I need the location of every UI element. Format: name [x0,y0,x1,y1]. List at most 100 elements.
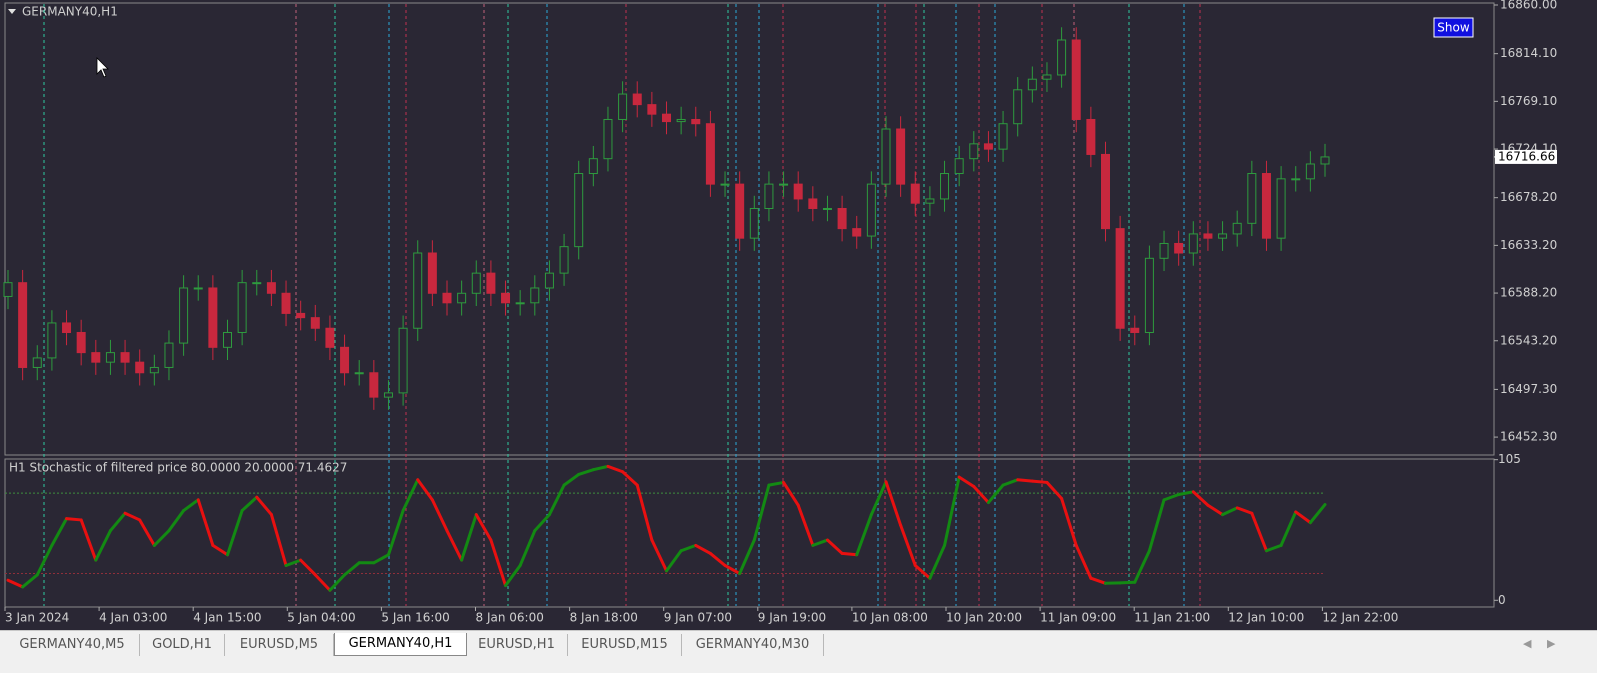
scroll-right[interactable]: ▶ [1547,637,1556,650]
stochastic-segment [504,563,522,588]
tab-bar: ◀ ▶ GERMANY40,M5 GOLD,H1 EURUSD,M5 GERMANY4… [0,630,1597,673]
candle-body [910,183,920,204]
candle-body [193,287,203,290]
candle-body [76,331,86,354]
stochastic-segment [108,511,127,533]
stochastic-segment [767,480,786,487]
candle-body [881,128,891,185]
current-price-label: 16716.66 [1498,149,1555,163]
candle-body [1174,242,1184,254]
indicator-y-tick-label: 0 [1498,593,1506,607]
stochastic-segment [1118,580,1137,585]
y-tick-label: 16860.00 [1500,0,1557,12]
stochastic-segment [269,513,288,567]
candle-body [1305,163,1315,180]
current-price-box [1495,149,1557,164]
x-tick-label: 5 Jan 04:00 [287,611,355,625]
stochastic-segment [884,480,903,527]
chart-tab[interactable]: EURUSD,H1 [466,634,568,656]
candle-body [764,183,774,209]
candle-body [369,372,379,398]
candle-body [662,113,671,123]
stochastic-segment [240,495,259,513]
candle-body [486,272,496,294]
candle-body [1042,74,1052,80]
stochastic-segment [372,553,390,565]
chart-tab[interactable]: GOLD,H1 [140,634,225,656]
candle-body [398,327,408,394]
candle-body [442,292,452,304]
show-button-label[interactable]: Show [1437,21,1470,35]
candle-body [837,207,847,230]
stochastic-segment [1235,506,1254,515]
stochastic-segment [1308,503,1327,525]
chart-tab[interactable]: EURUSD,M15 [568,634,682,656]
y-tick-label: 16452.30 [1500,430,1557,444]
stochastic-segment [825,538,844,555]
candle-body [852,228,862,237]
candle-body [1101,153,1110,230]
x-tick-label: 9 Jan 07:00 [664,611,732,625]
stochastic-segment [796,503,815,547]
stochastic-segment [460,513,478,562]
stochastic-segment [138,518,156,547]
candle-body [296,312,306,319]
candle-body [1159,242,1169,259]
candle-body [47,322,57,359]
candle-body [647,104,657,115]
candle-body [1188,233,1198,254]
chart: GERMANY40,H1 Show H1 Stochastic of filte… [0,0,1597,630]
stochastic-segment [65,517,83,522]
candle-body [1203,233,1213,239]
collapse-arrow[interactable] [8,9,16,14]
candle-body [471,272,481,294]
candle-body [1276,178,1286,239]
stochastic-segment [35,543,54,577]
stochastic-segment [226,509,244,557]
candle-body [237,282,247,333]
chart-tab[interactable]: GERMANY40,H1 [334,633,467,656]
stochastic-segment [21,573,39,589]
stochastic-segment [1177,490,1195,496]
scroll-left[interactable]: ◀ [1523,637,1532,650]
candle-body [588,158,598,175]
stochastic-segment [1016,478,1034,483]
chart-tab[interactable]: GERMANY40,M5 [5,634,140,656]
candle-body [515,302,525,305]
stochastic-segment [313,573,332,592]
stochastic-segment [1147,498,1166,553]
stochastic-segment [621,470,639,487]
candle-body [735,183,745,239]
y-tick-label: 16633.20 [1500,238,1557,252]
candle-body [1130,327,1140,333]
candle-body [1261,173,1271,239]
show-button[interactable] [1433,17,1474,38]
chart-tab[interactable]: EURUSD,M5 [225,634,334,656]
stochastic-segment [123,511,142,522]
stochastic-segment [489,538,508,588]
stochastic-segment [386,509,405,557]
candle-body [62,322,72,333]
candle-body [632,93,642,106]
candle-body [179,287,189,344]
x-tick-label: 8 Jan 06:00 [476,611,544,625]
candle-body [1291,178,1301,181]
stochastic-segment [299,558,317,577]
chart-background [0,0,1597,630]
stochastic-segment [94,529,112,562]
stochastic-segment [211,543,229,557]
x-tick-label: 4 Jan 03:00 [99,611,167,625]
stochastic-segment [1162,492,1181,502]
stochastic-segment [1045,480,1064,501]
stochastic-segment [957,475,976,488]
candle-body [340,346,350,374]
chart-tab[interactable]: GERMANY40,M30 [682,634,824,656]
indicator-pane-frame [4,458,1495,608]
stochastic-segment [416,478,434,502]
x-tick-label: 5 Jan 16:00 [381,611,449,625]
candle-body [705,123,715,185]
stochastic-segment [1030,479,1049,484]
stochastic-segment [782,480,800,507]
candle-body [896,128,906,185]
candle-body [266,282,276,294]
